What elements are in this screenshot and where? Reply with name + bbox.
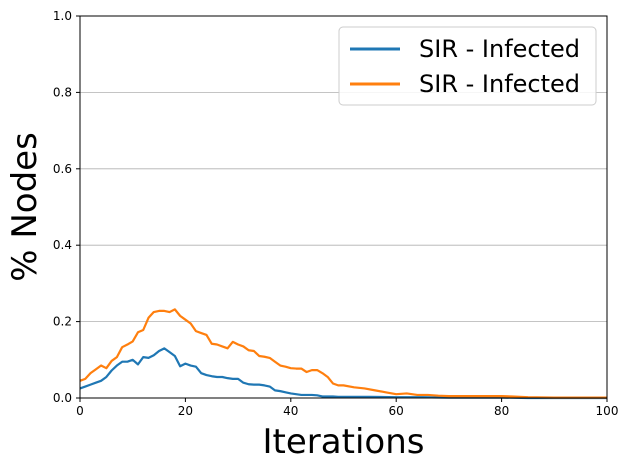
y-tick-label: 0.6 <box>53 162 72 176</box>
legend-label: SIR - Infected <box>419 70 580 98</box>
y-axis-title: % Nodes <box>5 132 45 282</box>
legend-label: SIR - Infected <box>419 35 580 63</box>
series-lines <box>79 308 607 400</box>
plot-frame <box>79 15 608 399</box>
x-tick-label: 0 <box>76 404 84 418</box>
axis-ticks: 0.0 0.2 0.4 0.6 0.8 1.0 0 20 40 60 80 100 <box>53 9 619 418</box>
legend-box <box>338 26 597 106</box>
x-tick-label: 60 <box>389 404 404 418</box>
y-tick-label: 0.8 <box>53 85 72 99</box>
y-tick-label: 1.0 <box>53 9 72 23</box>
x-axis-title: Iterations <box>263 422 425 462</box>
y-tick-label: 0.4 <box>53 238 72 252</box>
x-tick-label: 40 <box>283 404 298 418</box>
legend: SIR - Infected SIR - Infected <box>338 26 597 106</box>
series-line-2 <box>79 308 607 399</box>
x-tick-label: 20 <box>178 404 193 418</box>
series-line-1 <box>79 347 607 400</box>
y-tick-label: 0.2 <box>53 315 72 329</box>
x-tick-label: 80 <box>494 404 509 418</box>
y-tick-label: 0.0 <box>53 391 72 405</box>
x-tick-label: 100 <box>596 404 619 418</box>
